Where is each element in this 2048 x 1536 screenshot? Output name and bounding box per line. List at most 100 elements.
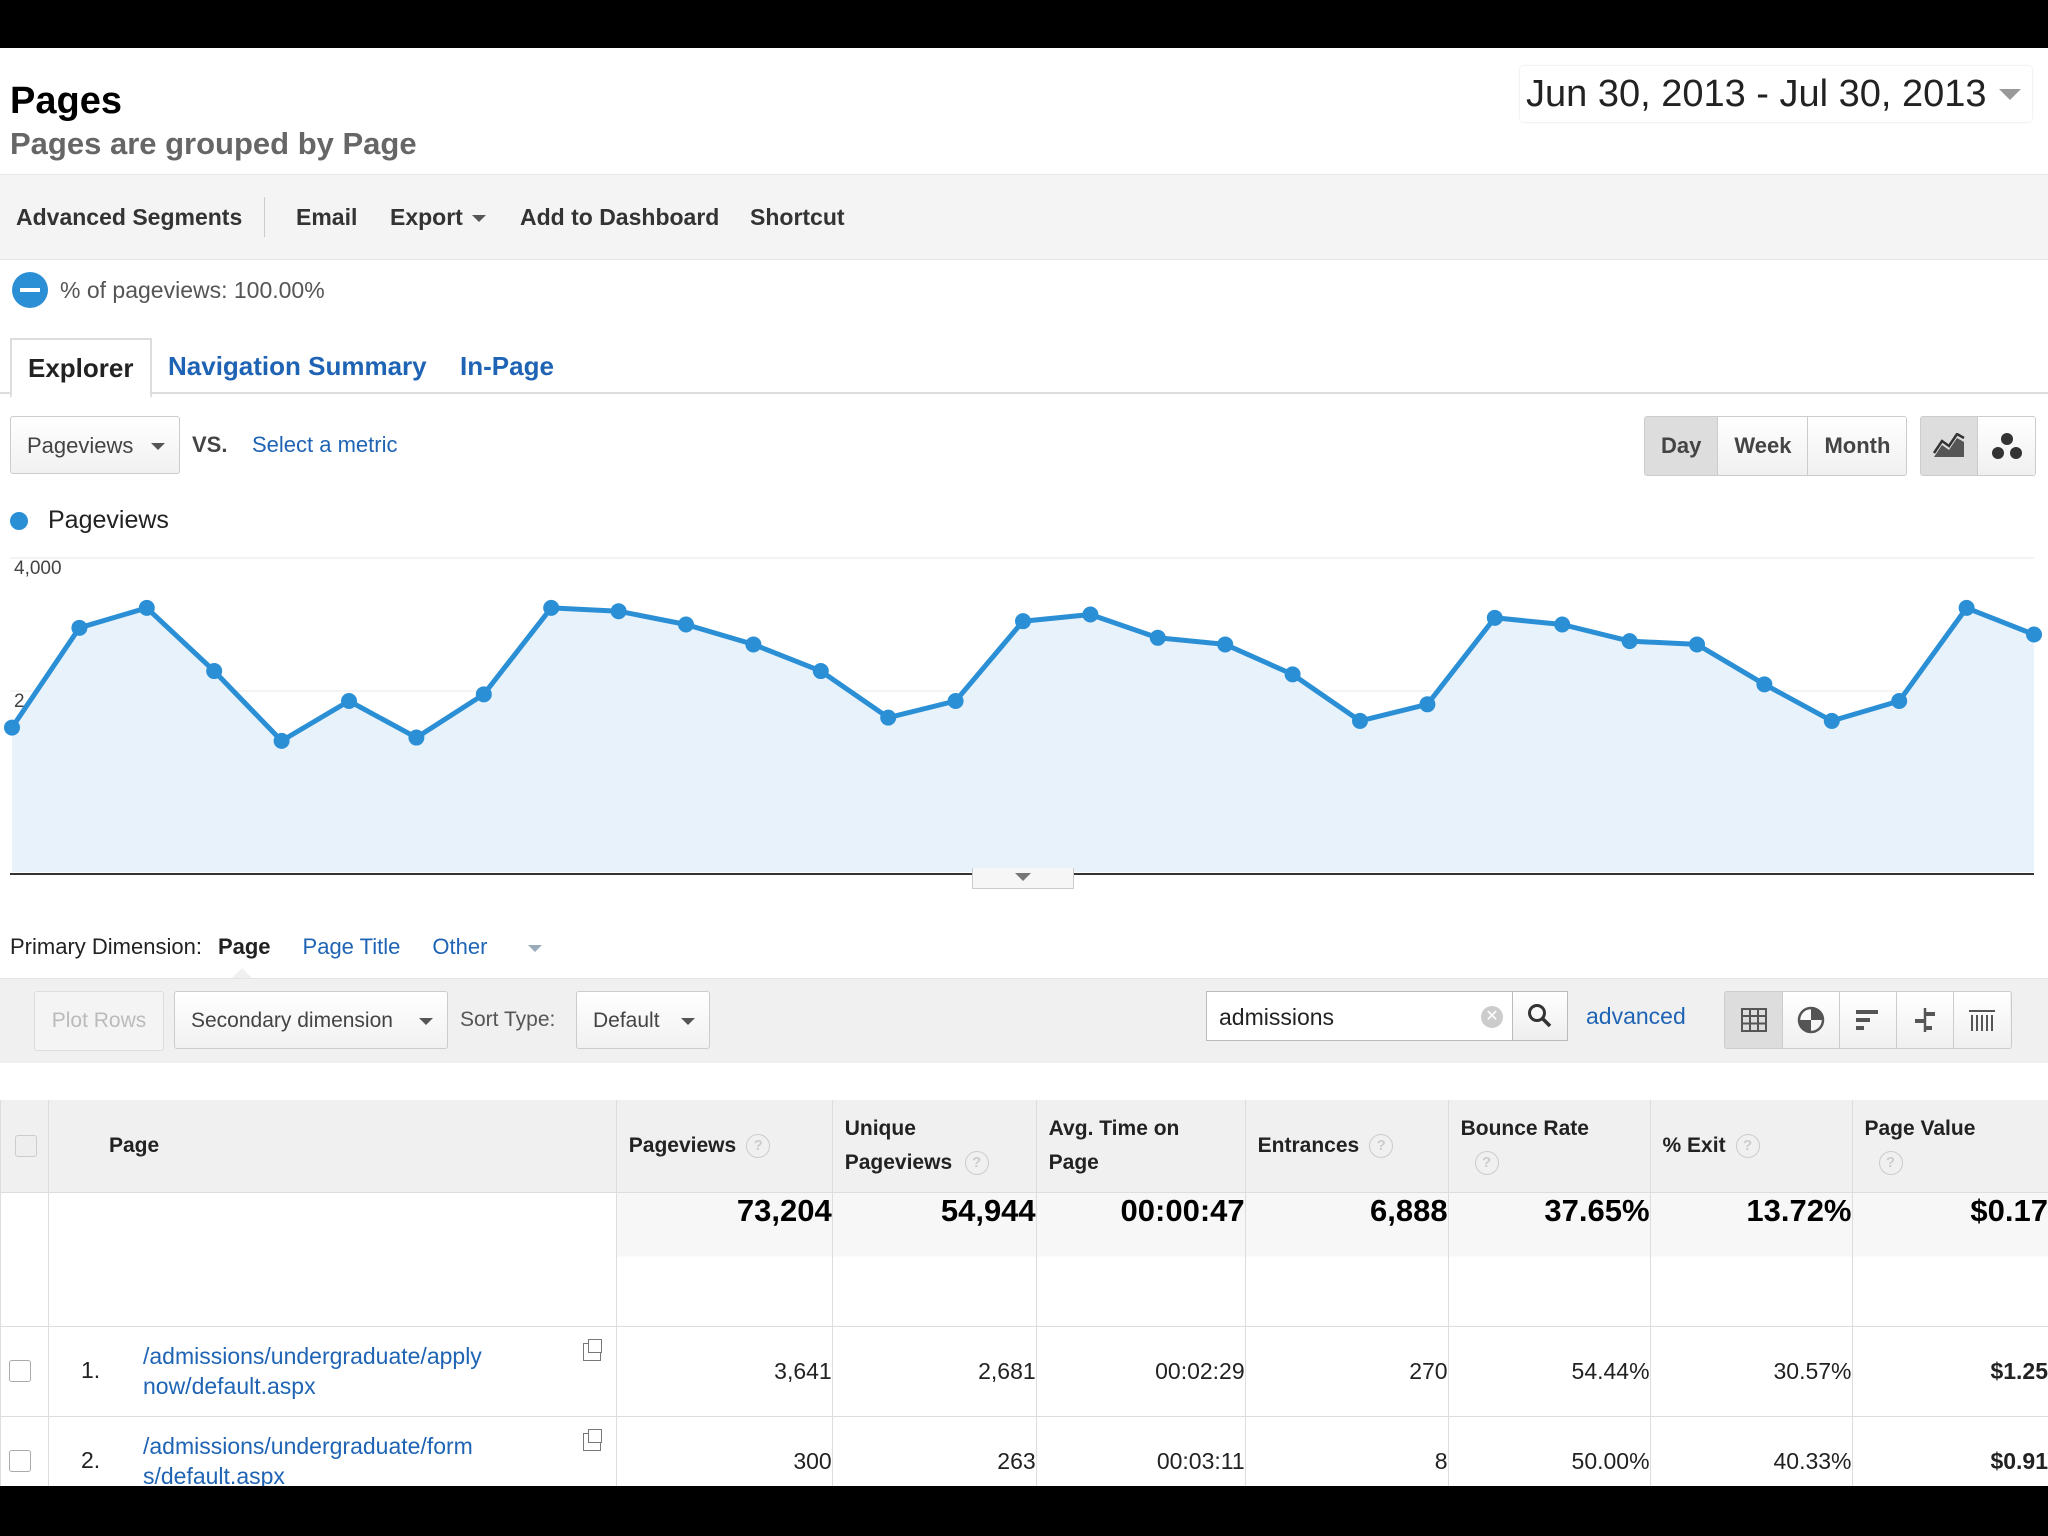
header-bounce-rate[interactable]: Bounce Rate? [1447,1100,1651,1193]
dimension-page[interactable]: Page [217,934,271,959]
help-icon[interactable]: ? [1474,1151,1499,1176]
row-checkbox[interactable] [9,1360,31,1382]
header-avg-time-label: Avg. Time on Page [1048,1116,1180,1174]
row-bounce-rate: 50.00% [1447,1416,1651,1486]
data-point [1621,633,1638,650]
select-metric-link[interactable]: Select a metric [252,432,398,457]
pivot-view-button[interactable] [1953,992,2010,1048]
clear-icon[interactable]: ✕ [1481,1006,1503,1028]
data-table-view-button[interactable] [1725,992,1782,1048]
data-point [745,636,762,653]
dimension-other[interactable]: Other [432,934,574,960]
totals-row: 73,204 54,944 00:00:47 6,888 37.65% 13.7… [0,1192,2048,1327]
header-pageviews[interactable]: Pageviews? [615,1100,833,1193]
chevron-down-icon [471,215,486,223]
bottom-black-bar [0,1486,2048,1536]
table-filter-input[interactable]: admissions ✕ [1206,991,1514,1041]
email-button[interactable]: Email [296,204,358,230]
data-point [273,732,290,749]
data-point [1554,616,1571,633]
tab-explorer[interactable]: Explorer [10,338,152,398]
comparison-view-button[interactable] [1896,992,1953,1048]
performance-view-button[interactable] [1839,992,1896,1048]
vs-label: VS. [192,432,228,457]
export-button[interactable]: Export [390,175,486,259]
table-view-selector [1724,991,2012,1049]
percentage-view-button[interactable] [1782,992,1839,1048]
add-to-dashboard-button[interactable]: Add to Dashboard [520,204,720,230]
data-point [543,599,560,616]
month-button[interactable]: Month [1807,417,1907,475]
row-checkbox[interactable] [9,1450,31,1472]
total-unique-pageviews: 54,944 [831,1192,1037,1327]
select-all-checkbox[interactable] [15,1134,37,1157]
grid-icon [1740,1008,1767,1032]
page-link[interactable]: /admissions/undergraduate/forms/default.… [142,1432,473,1487]
analytics-page: Pages Pages are grouped by Page Jun 30, … [0,48,2048,1486]
row-unique-pageviews: 2,681 [831,1326,1037,1417]
help-icon[interactable]: ? [1369,1134,1394,1159]
plot-rows-button[interactable]: Plot Rows [34,991,164,1051]
header-exit[interactable]: % Exit? [1649,1100,1852,1193]
row-pageviews: 3,641 [615,1326,833,1417]
data-point [138,599,155,616]
header-unique-pageviews[interactable]: Unique Pageviews? [831,1100,1037,1193]
shortcut-button[interactable]: Shortcut [750,204,845,230]
comparison-icon [1915,1008,1935,1032]
metric-dropdown[interactable]: Pageviews [10,416,180,474]
totals-empty-cell [0,1192,49,1327]
header-pageviews-label: Pageviews [628,1133,737,1157]
data-point [341,692,357,709]
day-button[interactable]: Day [1645,417,1718,475]
data-point [610,603,627,620]
dimension-page-title[interactable]: Page Title [302,934,401,959]
date-range-picker[interactable]: Jun 30, 2013 - Jul 30, 2013 [1520,66,2032,122]
chart-legend: Pageviews [10,506,169,535]
data-point [408,729,425,746]
help-icon[interactable]: ? [746,1134,771,1159]
advanced-filter-link[interactable]: advanced [1586,1003,1686,1029]
external-link-icon[interactable] [582,1338,602,1361]
tab-navigation-summary[interactable]: Navigation Summary [168,351,427,381]
secondary-dimension-dropdown[interactable]: Secondary dimension [174,991,448,1049]
data-point [880,709,897,726]
header-page-value[interactable]: Page Value? [1851,1100,2048,1193]
data-point [1486,609,1503,626]
header-avg-time[interactable]: Avg. Time on Page [1035,1100,1246,1193]
week-button[interactable]: Week [1717,417,1808,475]
row-pageviews: 300 [615,1416,833,1486]
interval-selector: Day Week Month [1644,416,1908,476]
tab-in-page[interactable]: In-Page [460,351,554,381]
row-number: 2. [80,1446,101,1473]
line-chart-button[interactable] [1921,417,1978,475]
legend-label: Pageviews [48,506,169,534]
advanced-segments-button[interactable]: Advanced Segments [16,204,243,230]
dimension-pointer [230,968,254,980]
filter-value: admissions [1219,1004,1335,1030]
total-avg-time: 00:00:47 [1035,1192,1246,1327]
collapse-chart-handle[interactable] [972,868,1074,889]
row-exit: 40.33% [1649,1416,1852,1486]
data-point [475,686,492,703]
header-page[interactable]: Page [47,1100,617,1193]
data-point [1958,599,1975,616]
external-link-icon[interactable] [582,1428,602,1451]
search-button[interactable] [1512,991,1568,1041]
total-exit: 13.72% [1649,1192,1852,1327]
table-controls: Plot Rows Secondary dimension Sort Type:… [0,978,2048,1063]
help-icon[interactable]: ? [964,1151,989,1176]
date-range-label: Jun 30, 2013 - Jul 30, 2013 [1526,72,1987,115]
help-icon[interactable]: ? [1735,1134,1760,1159]
sort-type-dropdown[interactable]: Default [576,991,710,1049]
data-table: Page Pageviews? Unique Pageviews? Avg. T… [0,1100,2048,1486]
table-row: 1. /admissions/undergraduate/applynow/de… [0,1326,2048,1417]
help-icon[interactable]: ? [1878,1151,1903,1176]
header-entrances[interactable]: Entrances? [1244,1100,1449,1193]
page-link[interactable]: /admissions/undergraduate/applynow/defau… [142,1342,482,1399]
primary-dimension-label: Primary Dimension: [10,934,202,959]
data-point [678,616,694,633]
motion-chart-button[interactable] [1978,417,2035,475]
chevron-down-icon [419,1018,433,1025]
data-point [1082,606,1099,623]
data-point [1756,676,1773,693]
